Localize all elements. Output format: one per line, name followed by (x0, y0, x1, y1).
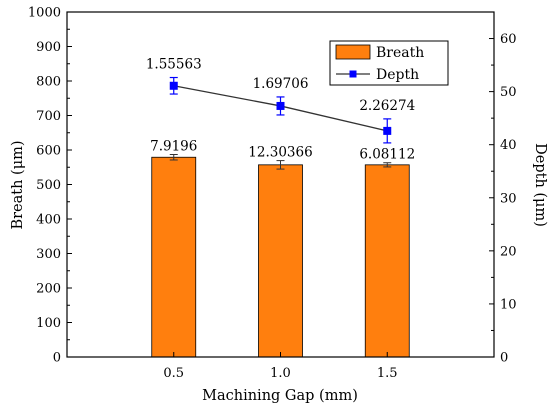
axes: 0 100 200 300 400 500 600 700 800 900 1000 0 10 20 30 4… (28, 6, 517, 382)
legend-depth-label: Depth (376, 67, 419, 83)
y-axis-title: Breath (μm) (10, 140, 26, 229)
bar-breath-0 (151, 156, 197, 358)
legend-breath-label: Breath (376, 45, 424, 61)
bar-breath-2 (364, 164, 410, 358)
y-tick-label-5: 500 (36, 178, 61, 193)
y-tick-label-9: 900 (36, 40, 61, 55)
y2-tick-label-3: 30 (500, 191, 517, 206)
depth-line-layer (169, 76, 392, 144)
depth-point-1 (276, 101, 285, 110)
y2-tick-label-4: 40 (500, 138, 517, 153)
y-tick-label-10: 1000 (28, 6, 61, 21)
depth-label-2: 2.26274 (359, 98, 415, 114)
y2-tick-label-6: 60 (500, 32, 517, 47)
bar-label-1: 12.30366 (248, 145, 312, 161)
y-tick-label-3: 300 (36, 247, 61, 262)
y-tick-label-7: 700 (36, 109, 61, 124)
legend: Breath Depth (329, 40, 449, 86)
y-tick-label-0: 0 (53, 351, 61, 366)
data-labels: 7.9196 12.30366 6.08112 1.55563 1.69706 2.262… (146, 57, 415, 163)
x-tick-label-1: 1.0 (270, 366, 291, 381)
bar-breath-1 (258, 164, 303, 358)
depth-label-1: 1.69706 (253, 76, 309, 92)
bars-layer (151, 156, 410, 358)
y2-tick-label-5: 50 (500, 85, 517, 100)
y2-tick-label-1: 10 (500, 297, 517, 312)
x-tick-label-2: 1.5 (377, 366, 398, 381)
y2-tick-label-0: 0 (500, 351, 508, 366)
y-tick-label-4: 400 (36, 213, 61, 228)
y-tick-label-1: 100 (36, 316, 61, 331)
bar-label-0: 7.9196 (150, 139, 197, 155)
y2-axis-title: Depth (μm) (532, 143, 548, 227)
legend-breath-swatch (335, 44, 371, 60)
depth-label-0: 1.55563 (146, 57, 202, 73)
y-tick-label-2: 200 (36, 282, 61, 297)
y-tick-label-8: 800 (36, 75, 61, 90)
x-axis-title: Machining Gap (mm) (202, 388, 358, 404)
legend-depth-marker (349, 70, 357, 78)
y2-tick-label-2: 20 (500, 244, 517, 259)
depth-point-0 (169, 81, 178, 90)
y-tick-label-6: 600 (36, 144, 61, 159)
x-tick-label-0: 0.5 (163, 366, 184, 381)
bar-label-2: 6.08112 (359, 147, 415, 163)
depth-point-2 (383, 126, 392, 135)
bar-error-bars (169, 154, 392, 170)
